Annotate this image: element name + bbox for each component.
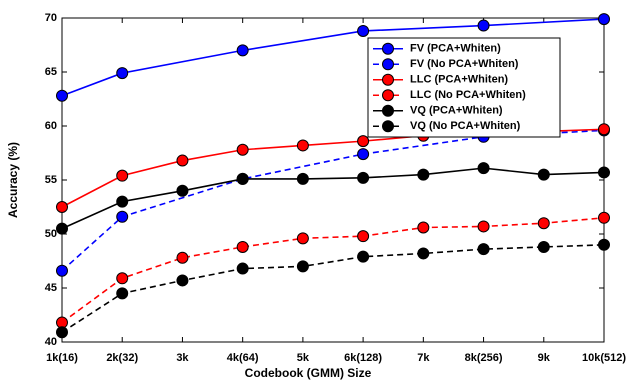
- series-marker: [598, 166, 610, 179]
- y-tick-label: 40: [45, 336, 57, 348]
- series-marker: [116, 210, 129, 223]
- legend-marker: [382, 104, 394, 117]
- series-marker: [477, 19, 490, 32]
- series-marker: [357, 171, 370, 184]
- series-marker: [537, 217, 550, 230]
- series-marker: [56, 264, 68, 277]
- series-marker: [357, 230, 370, 243]
- series-line: [61, 244, 605, 333]
- x-tick-label: 2k(32): [106, 352, 138, 364]
- series-marker: [417, 168, 430, 181]
- series-marker: [116, 169, 129, 182]
- series-marker: [56, 222, 68, 235]
- legend-marker: [382, 73, 394, 86]
- series-line: [61, 217, 605, 324]
- series-marker: [236, 240, 249, 253]
- series-marker: [236, 172, 249, 185]
- series-marker: [477, 220, 490, 233]
- series-marker: [176, 154, 189, 167]
- y-tick-label: 45: [45, 282, 57, 294]
- y-tick-label: 50: [45, 228, 57, 240]
- series-marker: [176, 251, 189, 264]
- x-tick-label: 7k: [417, 352, 430, 364]
- legend-box: [367, 37, 561, 138]
- series-marker: [176, 274, 189, 287]
- series-marker: [56, 326, 68, 339]
- series-marker: [598, 123, 610, 136]
- x-tick-label: 9k: [538, 352, 551, 364]
- y-tick-label: 70: [45, 12, 57, 24]
- series-marker: [357, 135, 370, 148]
- series-marker: [598, 211, 610, 224]
- legend-label: FV (No PCA+Whiten): [410, 58, 519, 70]
- series-marker: [477, 162, 490, 175]
- x-tick-label: 6k(128): [344, 352, 382, 364]
- series-marker: [357, 148, 370, 161]
- series-line: [61, 167, 605, 230]
- series-marker: [598, 13, 610, 26]
- legend-label: VQ (No PCA+Whiten): [410, 120, 521, 132]
- y-tick-label: 65: [45, 66, 57, 78]
- x-tick-label: 4k(64): [227, 352, 259, 364]
- legend-label: VQ (PCA+Whiten): [410, 105, 503, 117]
- legend-marker: [382, 58, 394, 71]
- legend-marker: [382, 89, 394, 102]
- y-axis-label: Accuracy (%): [6, 142, 20, 218]
- series-marker: [116, 287, 129, 300]
- series-marker: [296, 260, 309, 273]
- legend-marker: [382, 120, 394, 133]
- series-marker: [598, 238, 610, 251]
- series-marker: [56, 89, 68, 102]
- series-marker: [116, 67, 129, 80]
- legend-label: LLC (PCA+Whiten): [410, 74, 508, 86]
- legend-label: LLC (No PCA+Whiten): [410, 89, 526, 101]
- series-marker: [236, 262, 249, 275]
- series-marker: [417, 221, 430, 234]
- series-marker: [296, 172, 309, 185]
- legend-label: FV (PCA+Whiten): [410, 43, 501, 55]
- series-line: [61, 18, 605, 97]
- x-tick-label: 3k: [176, 352, 189, 364]
- series-marker: [236, 44, 249, 57]
- x-axis-label: Codebook (GMM) Size: [245, 366, 372, 380]
- x-tick-label: 10k(512): [582, 352, 626, 364]
- x-tick-label: 5k: [297, 352, 310, 364]
- series-marker: [176, 184, 189, 197]
- x-tick-label: 1k(16): [46, 352, 78, 364]
- series-marker: [477, 243, 490, 256]
- series-marker: [296, 139, 309, 152]
- legend-marker: [382, 42, 394, 55]
- series-marker: [296, 232, 309, 245]
- series-marker: [236, 143, 249, 156]
- series-marker: [116, 195, 129, 208]
- series-marker: [357, 24, 370, 37]
- series-marker: [116, 272, 129, 285]
- y-tick-label: 60: [45, 120, 57, 132]
- y-tick-label: 55: [45, 174, 57, 186]
- series-marker: [537, 168, 550, 181]
- series-marker: [56, 201, 68, 213]
- series-marker: [537, 240, 550, 253]
- series-marker: [357, 250, 370, 263]
- series-marker: [417, 247, 430, 260]
- x-tick-label: 8k(256): [465, 352, 503, 364]
